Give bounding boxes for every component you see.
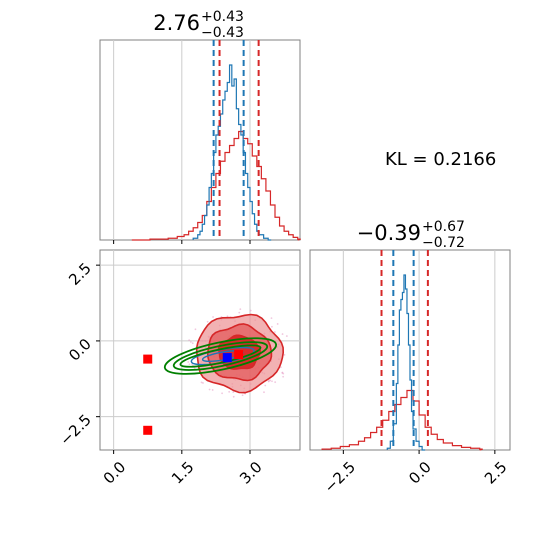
- joint-y-tick-labels: −2.5 0.0 2.5: [56, 259, 100, 449]
- joint-y-tick-label: 2.5: [65, 259, 95, 289]
- joint-sample-point: [194, 328, 197, 331]
- joint-sample-point: [276, 323, 279, 325]
- joint-red-marker: [234, 350, 244, 360]
- joint-contours: [143, 308, 288, 435]
- joint-sample-point: [188, 363, 191, 366]
- joint-sample-point: [212, 316, 214, 318]
- param2-tick-label: 2.5: [481, 458, 511, 488]
- joint-sample-point: [191, 342, 194, 345]
- joint-green-ellipse: [179, 344, 262, 368]
- joint-sample-point: [281, 333, 284, 335]
- param1-hist-red: [131, 130, 301, 241]
- joint-sample-point: [221, 392, 223, 395]
- joint-sample-point: [238, 311, 241, 314]
- joint-y-tick-label: 0.0: [65, 335, 95, 365]
- param2-hist-blue: [386, 274, 426, 451]
- joint-green-ellipse: [172, 341, 269, 371]
- joint-sample-point: [202, 382, 204, 384]
- param2-title-lower: −0.72: [422, 235, 465, 251]
- joint-green-ellipse: [163, 337, 278, 375]
- kl-divergence-label: KL = 0.2166: [385, 149, 496, 170]
- param2-tick-label: −2.5: [321, 458, 359, 496]
- joint-sample-point: [282, 375, 285, 378]
- joint-sample-point: [273, 331, 276, 333]
- joint-sample-point: [285, 335, 288, 337]
- joint-sample-point: [270, 317, 273, 319]
- joint-sample-point: [241, 394, 244, 397]
- joint-red-marker: [143, 425, 153, 435]
- param1-histograms: [131, 64, 301, 241]
- joint-red-marker: [143, 354, 153, 364]
- joint-x-tick-label: 1.5: [168, 458, 198, 488]
- param1-histogram-panel: 2.76 +0.43 −0.43: [99, 9, 301, 244]
- param1-title-value: 2.76: [153, 11, 200, 35]
- joint-sample-point: [226, 315, 229, 318]
- joint-x-tick-labels: 0.0 1.5 3.0: [100, 450, 266, 488]
- joint-contour-panel: 0.0 1.5 3.0 −2.50.02.5: [56, 249, 301, 488]
- joint-sample-point: [271, 380, 273, 383]
- joint-sample-point: [193, 367, 196, 370]
- param1-hist-blue: [192, 64, 272, 241]
- param2-tick-label: 0.0: [405, 458, 435, 488]
- joint-sample-point: [206, 320, 209, 323]
- joint-sample-point: [263, 391, 265, 394]
- joint-sample-point: [187, 361, 190, 363]
- param2-title-value: −0.39: [357, 221, 421, 245]
- joint-sample-point: [271, 325, 273, 328]
- param1-title-lower: −0.43: [201, 25, 244, 41]
- joint-sample-point: [211, 389, 214, 391]
- joint-sample-point: [232, 391, 235, 393]
- joint-sample-point: [208, 388, 211, 391]
- joint-sample-point: [239, 308, 242, 311]
- param2-histograms: [321, 274, 483, 451]
- param2-grid: [342, 250, 496, 450]
- joint-sample-point: [283, 353, 286, 356]
- joint-sample-point: [281, 371, 284, 374]
- joint-sample-point: [228, 390, 231, 393]
- joint-sample-point: [279, 366, 282, 369]
- param2-quantile-lines: [380, 250, 429, 450]
- param2-title-upper: +0.67: [422, 219, 465, 235]
- param2-hist-red: [321, 389, 483, 451]
- param2-x-tick-labels: −2.5 0.0 2.5: [321, 450, 511, 497]
- joint-y-tick-label: −2.5: [56, 411, 94, 449]
- joint-sample-point: [264, 384, 267, 387]
- joint-x-tick-label: 0.0: [100, 458, 130, 488]
- param1-x-ticks: [113, 240, 251, 244]
- joint-sample-point: [200, 381, 203, 384]
- joint-x-tick-label: 3.0: [236, 458, 266, 488]
- joint-sample-point: [269, 379, 272, 382]
- param1-panel-frame: [99, 39, 301, 241]
- param2-histogram-panel: −2.5 0.0 2.5 −0.39 +0.67 −0.72: [309, 219, 511, 497]
- joint-blue-marker: [222, 353, 232, 363]
- param1-grid: [113, 40, 251, 240]
- param1-title-upper: +0.43: [201, 9, 244, 25]
- joint-sample-point: [232, 395, 235, 398]
- joint-sample-point: [188, 339, 191, 342]
- param1-quantile-lines: [212, 40, 260, 240]
- joint-sample-point: [267, 379, 270, 382]
- joint-sample-point: [274, 381, 277, 384]
- joint-sample-point: [249, 309, 252, 312]
- joint-sample-point: [189, 341, 192, 343]
